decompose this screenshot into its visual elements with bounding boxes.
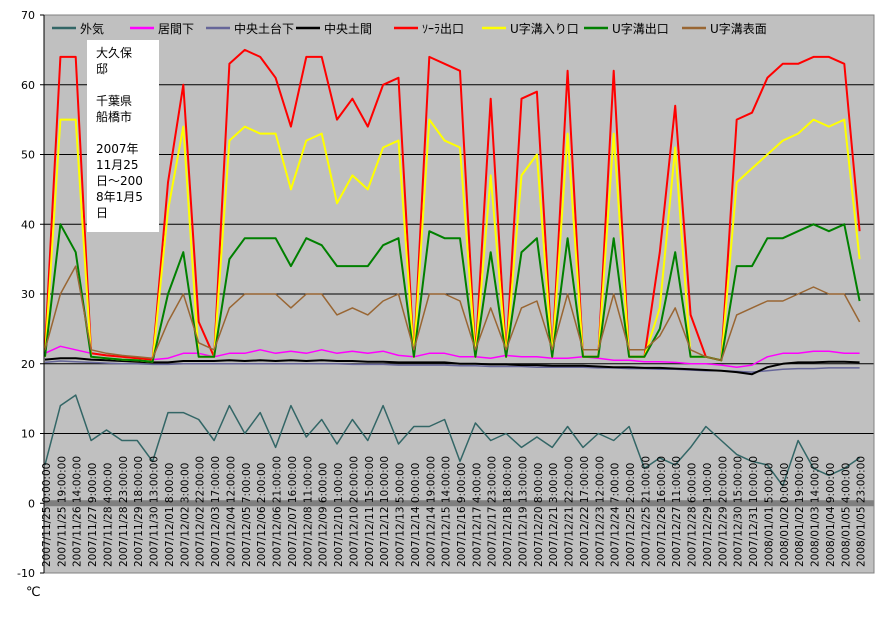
x-tick-label: 2008/01/03 14:00:00 (810, 456, 822, 567)
annotation-box (87, 40, 159, 232)
series-line (44, 394, 861, 487)
x-tick-label: 2007/12/29 20:00:00 (717, 456, 729, 567)
x-tick-label: 2007/12/06 21:00:00 (272, 456, 284, 567)
x-tick-label: 2007/12/18 18:00:00 (502, 456, 514, 567)
annotation-line: 日～200 (96, 174, 143, 188)
series-line (44, 223, 861, 363)
legend-label: 居間下 (158, 22, 194, 36)
x-tick-label: 2008/01/02 19:00:00 (794, 456, 806, 567)
y-axis-unit-label: ℃ (26, 585, 41, 600)
x-tick-label: 2007/12/17 4:00:00 (471, 463, 483, 567)
x-tick-label: 2007/12/14 19:00:00 (425, 456, 437, 567)
annotation-line: 8年1月5 (96, 190, 143, 204)
y-tick-label: 0 (28, 497, 35, 510)
x-tick-label: 2008/01/04 9:00:00 (825, 463, 837, 567)
annotation-line: 2007年 (96, 142, 139, 156)
x-tick-label: 2007/12/22 17:00:00 (579, 456, 591, 567)
x-tick-label: 2007/12/23 12:00:00 (594, 456, 606, 567)
y-tick-label: -10 (17, 567, 35, 580)
x-tick-label: 2007/12/27 11:00:00 (671, 456, 683, 567)
x-tick-label: 2007/12/10 20:00:00 (348, 456, 360, 567)
y-tick-label: 70 (21, 9, 35, 22)
y-tick-label: 50 (21, 149, 35, 162)
x-tick-label: 2008/01/05 4:00:00 (840, 463, 852, 567)
series-line (44, 357, 860, 376)
legend-label: U字溝出口 (612, 21, 669, 36)
x-tick-label: 2007/12/17 23:00:00 (487, 456, 499, 567)
x-tick-label: 2007/11/29 18:00:00 (133, 456, 145, 567)
legend-label: 中央土台下 (234, 21, 294, 36)
x-tick-label: 2007/12/21 3:00:00 (548, 463, 560, 567)
x-tick-label: 2007/11/27 9:00:00 (87, 463, 99, 567)
annotation-line: 船橋市 (96, 109, 132, 124)
x-tick-label: 2008/01/02 0:00:00 (779, 463, 791, 567)
x-tick-label: 2008/01/05 23:00:00 (856, 456, 868, 567)
y-tick-label: 60 (21, 79, 35, 92)
x-tick-label: 2007/12/11 15:00:00 (364, 456, 376, 567)
zero-baseline (44, 500, 874, 507)
gridlines (43, 14, 875, 574)
x-tick-label: 2007/12/14 0:00:00 (410, 463, 422, 567)
x-tick-label: 2007/12/01 8:00:00 (164, 463, 176, 567)
y-axis: -10 0 10 20 30 40 50 60 70 (17, 9, 45, 580)
x-axis: 2007/11/25 0:00:00 2007/11/25 19:00:00 200… (41, 456, 868, 567)
x-tick-label: 2007/11/25 19:00:00 (56, 456, 68, 567)
y-tick-label: 30 (21, 288, 35, 301)
y-tick-label: 40 (21, 218, 35, 231)
x-tick-label: 2007/11/26 14:00:00 (72, 456, 84, 567)
x-tick-label: 2007/12/09 6:00:00 (318, 463, 330, 567)
x-tick-label: 2007/12/15 14:00:00 (441, 456, 453, 567)
x-tick-label: 2007/12/26 16:00:00 (656, 456, 668, 567)
annotation-line: 日 (96, 206, 108, 220)
x-tick-label: 2007/12/13 5:00:00 (395, 463, 407, 567)
legend-label: 外気 (80, 21, 104, 36)
x-tick-label: 2007/12/29 1:00:00 (702, 463, 714, 567)
x-tick-label: 2007/11/28 23:00:00 (118, 456, 130, 567)
legend-label: ｿｰﾗ出口 (422, 22, 464, 36)
annotation-line: 11月25 (96, 158, 139, 172)
series-layer (44, 48, 861, 487)
x-tick-label: 2007/12/02 22:00:00 (195, 456, 207, 567)
x-tick-label: 2007/12/28 6:00:00 (687, 463, 699, 567)
x-tick-label: 2007/12/31 10:00:00 (748, 456, 760, 567)
legend-label: U字溝表面 (710, 21, 767, 36)
series-line (44, 345, 860, 368)
legend-label: 中央土間 (324, 21, 372, 36)
x-tick-label: 2007/12/06 2:00:00 (256, 463, 268, 567)
x-tick-label: 2007/12/19 13:00:00 (518, 456, 530, 567)
x-tick-label: 2007/12/12 10:00:00 (379, 456, 391, 567)
x-tick-label: 2007/12/21 22:00:00 (564, 456, 576, 567)
annotation-line: 邸 (96, 62, 108, 76)
series-line (44, 265, 861, 362)
x-tick-label: 2007/12/30 15:00:00 (733, 456, 745, 567)
x-tick-label: 2007/12/25 21:00:00 (640, 456, 652, 567)
annotation-line: 大久保 (96, 46, 132, 60)
x-tick-label: 2007/11/30 13:00:00 (149, 456, 161, 567)
x-tick-label: 2007/12/16 9:00:00 (456, 463, 468, 567)
x-tick-label: 2007/12/03 17:00:00 (210, 456, 222, 567)
annotation-line: 千葉県 (96, 94, 132, 108)
x-tick-label: 2007/11/25 0:00:00 (41, 463, 53, 567)
legend: 外気 居間下 中央土台下 中央土間 ｿｰﾗ出口 U字溝入り口 U字溝出口 U字溝表面 (52, 21, 767, 36)
x-tick-label: 2008/01/01 5:00:00 (763, 463, 775, 567)
y-tick-label: 10 (21, 428, 35, 441)
x-tick-label: 2007/12/02 3:00:00 (179, 463, 191, 567)
x-tick-label: 2007/12/24 7:00:00 (610, 463, 622, 567)
y-tick-label: 20 (21, 358, 35, 371)
x-tick-label: 2007/12/08 11:00:00 (302, 456, 314, 567)
legend-label: U字溝入り口 (510, 21, 579, 36)
x-tick-label: 2007/12/10 1:00:00 (333, 463, 345, 567)
x-tick-label: 2007/11/28 4:00:00 (103, 463, 115, 567)
series-line (44, 118, 861, 363)
x-tick-label: 2007/12/25 2:00:00 (625, 463, 637, 567)
x-tick-label: 2007/12/04 12:00:00 (225, 456, 237, 567)
x-tick-label: 2007/12/05 7:00:00 (241, 463, 253, 567)
x-tick-label: 2007/12/07 16:00:00 (287, 456, 299, 567)
x-tick-label: 2007/12/20 8:00:00 (533, 463, 545, 567)
